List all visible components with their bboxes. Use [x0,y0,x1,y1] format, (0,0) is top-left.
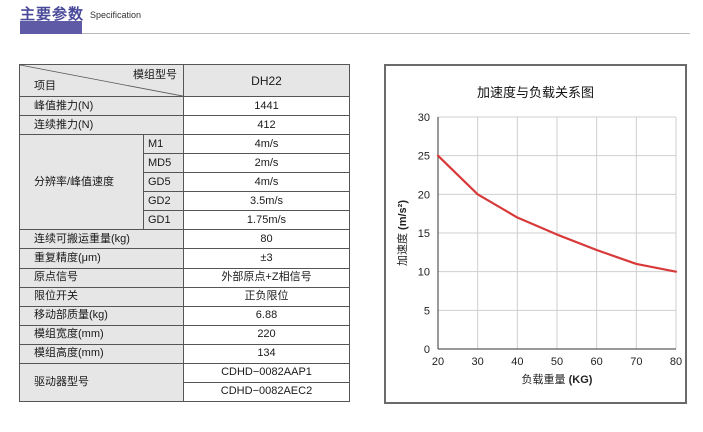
row-value: 412 [183,115,350,136]
acceleration-load-chart: 0 5 10 15 20 25 30 20 30 40 50 60 70 80 加速度 (m/s²) 负载重量… [395,112,682,386]
table-row: 驱动器型号 CDHD−0082AAP1 [19,362,350,403]
table-row: 原点信号 外部原点+Z相信号 [19,267,350,288]
y-axis-title: 加速度 (m/s²) [395,200,409,266]
x-tick-label: 30 [472,356,484,368]
x-tick-label: 70 [630,356,642,368]
y-tick-label: 30 [418,112,430,124]
row-value: 80 [183,229,350,250]
table-header-row: 模组型号 项目 DH22 [19,63,350,98]
driver-value: CDHD−0082AEC2 [183,381,350,403]
resolution-sub-label: M1 [143,134,184,155]
table-row: 限位开关 正负限位 [19,286,350,307]
x-tick-label: 20 [432,356,444,368]
section-title: 主要参数 [20,5,85,23]
driver-value: CDHD−0082AAP1 [183,362,350,383]
row-label: 连续推力(N) [19,115,184,136]
table-row: 模组高度(mm) 134 [19,343,350,364]
table-row: 分辨率/峰值速度 M1 4m/s [19,134,350,231]
row-value: 1.75m/s [183,210,350,231]
table-row: 移动部质量(kg) 6.88 [19,305,350,326]
row-label: 移动部质量(kg) [19,305,184,326]
y-tick-label: 5 [424,305,430,317]
x-tick-label: 40 [511,356,523,368]
resolution-label: 分辨率/峰值速度 [19,134,144,231]
row-value: 2m/s [183,153,350,174]
y-axis-unit: (m/s²) [397,200,409,233]
x-axis-unit: (KG) [566,374,593,386]
header-divider [82,33,690,34]
row-label: 模组高度(mm) [19,343,184,364]
chart-title: 加速度与负载关系图 [476,86,594,101]
driver-label: 驱动器型号 [19,362,184,403]
y-tick-label: 0 [424,344,430,356]
resolution-sub-label: MD5 [143,153,184,174]
row-value: 正负限位 [183,286,350,307]
row-value: 外部原点+Z相信号 [183,267,350,288]
y-tick-label: 15 [418,228,430,240]
title-accent-bar [20,21,82,34]
table-row: 模组宽度(mm) 220 [19,324,350,345]
row-label: 峰值推力(N) [19,96,184,117]
row-value: 4m/s [183,172,350,193]
specification-table: 模组型号 项目 DH22 峰值推力(N) 1441 连续推力(N) 412 分辨… [19,63,350,403]
x-tick-label: 60 [591,356,603,368]
corner-label-item: 项目 [34,80,56,93]
resolution-sub-label: GD2 [143,191,184,212]
y-tick-label: 25 [418,151,430,163]
y-axis-title-text: 加速度 [395,233,409,266]
row-value: ±3 [183,248,350,269]
table-corner-cell: 模组型号 项目 [19,63,184,98]
row-value: 3.5m/s [183,191,350,212]
row-value: 220 [183,324,350,345]
corner-label-model: 模组型号 [133,69,177,81]
table-row: 重复精度(μm) ±3 [19,248,350,269]
table-row: 连续推力(N) 412 [19,115,350,136]
x-axis-title-text: 负载重量 [522,372,566,386]
y-tick-label: 20 [418,189,430,201]
row-value: 4m/s [183,134,350,155]
table-row: CDHD−0082AEC2 [20,381,350,403]
corner-diagonal-line [20,65,183,96]
row-value: 134 [183,343,350,364]
table-row: 连续可搬运重量(kg) 80 [19,229,350,250]
y-tick-label: 10 [418,267,430,279]
model-name-cell: DH22 [183,63,350,98]
chart-panel: 加速度与负载关系图 0 5 10 15 20 25 30 20 30 40 50 60 70 80 加速度 … [384,64,687,404]
row-label: 模组宽度(mm) [19,324,184,345]
table-row: GD2 3.5m/s [20,191,350,212]
row-value: 6.88 [183,305,350,326]
x-axis-title: 负载重量 (KG) [522,372,593,386]
row-label: 原点信号 [19,267,184,288]
x-tick-label: 80 [670,356,682,368]
x-tick-label: 50 [551,356,563,368]
resolution-sub-label: GD1 [143,210,184,231]
section-subtitle: Specification [90,10,142,20]
row-label: 限位开关 [19,286,184,307]
row-label: 重复精度(μm) [19,248,184,269]
table-row: 峰值推力(N) 1441 [19,96,350,117]
row-value: 1441 [183,96,350,117]
resolution-sub-label: GD5 [143,172,184,193]
row-label: 连续可搬运重量(kg) [19,229,184,250]
